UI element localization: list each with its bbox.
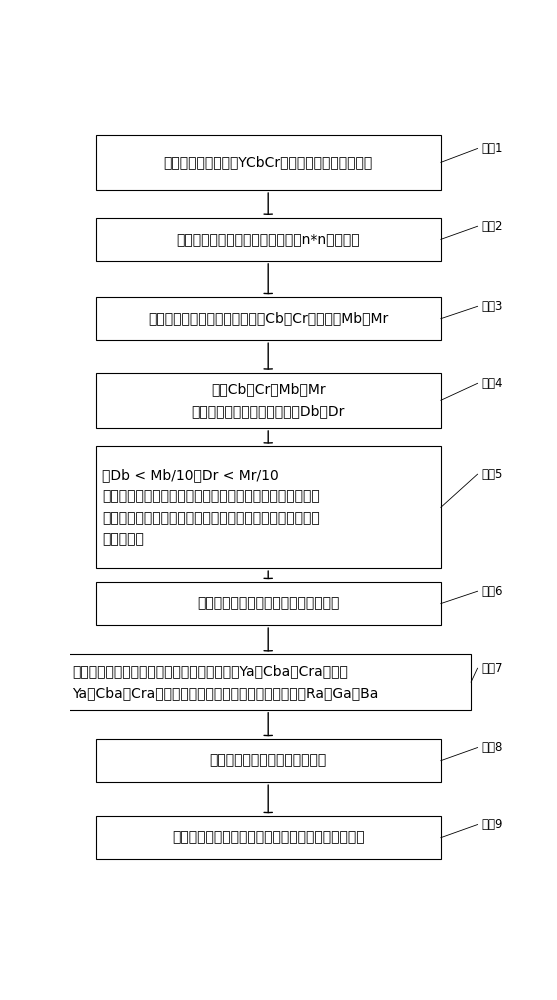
Text: 将剩下的所述区域的所述像素点分量的平均值用于计算白色: 将剩下的所述区域的所述像素点分量的平均值用于计算白色 xyxy=(102,511,320,525)
FancyBboxPatch shape xyxy=(96,135,441,190)
FancyBboxPatch shape xyxy=(96,446,441,568)
Text: 计算每个所述区域的中间变量Db，Dr: 计算每个所述区域的中间变量Db，Dr xyxy=(192,404,345,418)
Text: 将所述目标图像进行分块，划分成n*n块区域；: 将所述目标图像进行分块，划分成n*n块区域； xyxy=(177,232,360,246)
Text: 步骤8: 步骤8 xyxy=(482,741,504,754)
Text: 计算每个所述区域的像素点分量Cb，Cr和平均值Mb，Mr: 计算每个所述区域的像素点分量Cb，Cr和平均值Mb，Mr xyxy=(148,312,388,326)
Text: 将获取的图像转化成YCbCr颜色空间格式的目标图像: 将获取的图像转化成YCbCr颜色空间格式的目标图像 xyxy=(164,155,373,169)
Text: 步骤3: 步骤3 xyxy=(482,300,504,313)
Text: 计算所述目标图像中的白色标准参考点: 计算所述目标图像中的白色标准参考点 xyxy=(197,597,339,611)
FancyBboxPatch shape xyxy=(96,218,441,261)
FancyBboxPatch shape xyxy=(96,816,441,859)
Text: 步骤2: 步骤2 xyxy=(482,220,504,233)
Text: 步骤1: 步骤1 xyxy=(482,142,504,155)
FancyBboxPatch shape xyxy=(96,297,441,340)
Text: 标准参考点: 标准参考点 xyxy=(102,533,144,547)
FancyBboxPatch shape xyxy=(96,739,441,782)
FancyBboxPatch shape xyxy=(96,582,441,625)
FancyBboxPatch shape xyxy=(96,373,441,428)
Text: 时，除去与其对应的所述区域的所述像素点分量的平均值，: 时，除去与其对应的所述区域的所述像素点分量的平均值， xyxy=(102,490,320,504)
FancyBboxPatch shape xyxy=(65,654,471,710)
Text: 步骤4: 步骤4 xyxy=(482,377,504,390)
Text: 步骤9: 步骤9 xyxy=(482,818,504,831)
Text: 步骤5: 步骤5 xyxy=(482,468,504,481)
Text: 获取所述三原色分量的调整参数: 获取所述三原色分量的调整参数 xyxy=(209,754,327,768)
Text: 步骤6: 步骤6 xyxy=(482,585,504,598)
Text: 计算所有的所述白色标准参考点的算术平均值Ya，Cba，Cra，利用: 计算所有的所述白色标准参考点的算术平均值Ya，Cba，Cra，利用 xyxy=(72,664,348,678)
Text: 根据Cb，Cr和Mb，Mr: 根据Cb，Cr和Mb，Mr xyxy=(211,382,325,396)
Text: 步骤7: 步骤7 xyxy=(482,662,504,675)
Text: 根据所述调整参数调整所述三原色分量的白平衡数值: 根据所述调整参数调整所述三原色分量的白平衡数值 xyxy=(172,831,364,845)
Text: 当Db < Mb/10，Dr < Mr/10: 当Db < Mb/10，Dr < Mr/10 xyxy=(102,468,278,482)
Text: Ya，Cba，Cra获取所述目标图像的三原色分量的均值：Ra，Ga，Ba: Ya，Cba，Cra获取所述目标图像的三原色分量的均值：Ra，Ga，Ba xyxy=(72,686,378,700)
